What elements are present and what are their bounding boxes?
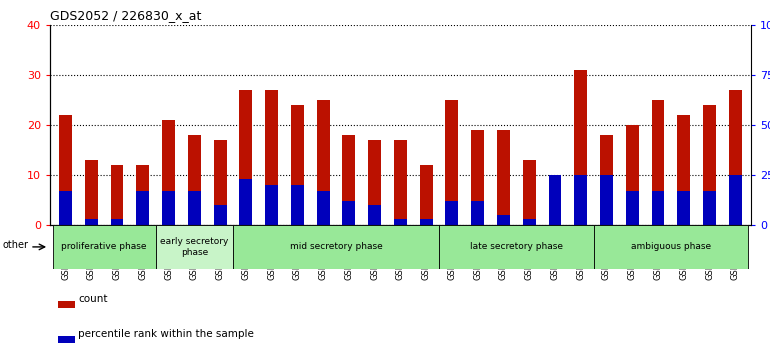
Bar (213, 205, 226, 225)
Bar (188, 135, 201, 225)
Bar (188, 191, 201, 225)
Bar (497, 215, 510, 225)
Bar (548, 175, 561, 225)
Bar (523, 219, 536, 225)
Bar (343, 135, 355, 225)
Bar (420, 219, 433, 225)
Bar (471, 201, 484, 225)
Bar (291, 185, 304, 225)
Bar (316, 100, 330, 225)
Bar (394, 140, 407, 225)
Text: percentile rank within the sample: percentile rank within the sample (78, 329, 254, 339)
Bar (213, 140, 226, 225)
Bar (156, 225, 233, 269)
Text: late secretory phase: late secretory phase (470, 242, 563, 251)
Bar (85, 160, 98, 225)
Bar (368, 205, 381, 225)
Bar (594, 225, 748, 269)
Bar (651, 100, 665, 225)
Bar (651, 191, 665, 225)
Bar (343, 201, 355, 225)
Bar (59, 301, 75, 308)
Text: proliferative phase: proliferative phase (62, 242, 147, 251)
Bar (233, 225, 439, 269)
Bar (59, 115, 72, 225)
Bar (111, 219, 123, 225)
Bar (729, 90, 742, 225)
Bar (316, 191, 330, 225)
Bar (162, 120, 175, 225)
Bar (439, 225, 594, 269)
Bar (600, 175, 613, 225)
Bar (626, 125, 638, 225)
Bar (446, 100, 458, 225)
Bar (59, 336, 75, 343)
Text: count: count (78, 294, 108, 304)
Text: early secretory
phase: early secretory phase (160, 237, 229, 257)
Text: GDS2052 / 226830_x_at: GDS2052 / 226830_x_at (50, 9, 202, 22)
Bar (394, 219, 407, 225)
Bar (52, 225, 156, 269)
Bar (265, 90, 278, 225)
Bar (678, 115, 690, 225)
Bar (574, 70, 588, 225)
Bar (523, 160, 536, 225)
Bar (729, 175, 742, 225)
Bar (446, 201, 458, 225)
Bar (111, 165, 123, 225)
Bar (678, 191, 690, 225)
Bar (626, 191, 638, 225)
Bar (162, 191, 175, 225)
Bar (59, 191, 72, 225)
Bar (136, 191, 149, 225)
Bar (265, 185, 278, 225)
Bar (574, 175, 588, 225)
Bar (420, 165, 433, 225)
Bar (239, 90, 253, 225)
Bar (497, 130, 510, 225)
Bar (368, 140, 381, 225)
Bar (291, 105, 304, 225)
Text: other: other (2, 240, 28, 250)
Bar (548, 175, 561, 225)
Bar (471, 130, 484, 225)
Bar (136, 165, 149, 225)
Bar (600, 135, 613, 225)
Bar (85, 219, 98, 225)
Bar (703, 191, 716, 225)
Bar (703, 105, 716, 225)
Text: ambiguous phase: ambiguous phase (631, 242, 711, 251)
Text: mid secretory phase: mid secretory phase (290, 242, 383, 251)
Bar (239, 179, 253, 225)
